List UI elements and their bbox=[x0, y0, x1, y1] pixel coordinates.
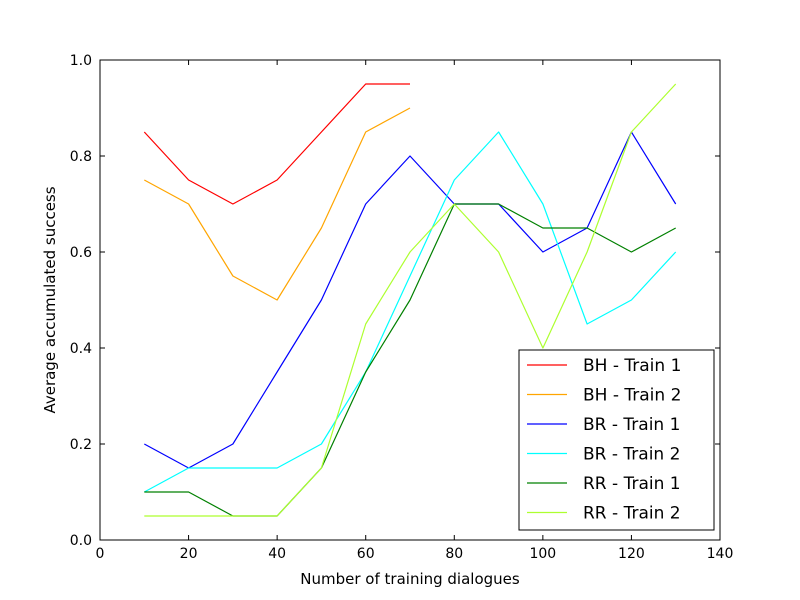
x-tick-label: 120 bbox=[618, 546, 645, 562]
y-tick-label: 0.2 bbox=[70, 437, 92, 453]
series-line-5 bbox=[144, 83, 677, 517]
legend-box bbox=[518, 349, 715, 531]
ticks-layer: 0 20 40 60 80 100 120 140 0.0 0.2 0.4 0.6 0.8 1.0 bbox=[70, 53, 734, 562]
legend-label-4: RR - Train 1 bbox=[583, 474, 681, 494]
x-tick-label: 0 bbox=[96, 546, 105, 562]
series-line-3 bbox=[144, 131, 677, 493]
x-tick-label: 20 bbox=[180, 546, 198, 562]
series-layer bbox=[143, 83, 677, 517]
y-tick-label: 0.8 bbox=[70, 149, 92, 165]
y-axis-label: Average accumulated success bbox=[41, 186, 59, 413]
legend-label-2: BR - Train 1 bbox=[583, 415, 680, 435]
series-line-0 bbox=[143, 83, 410, 205]
legend-label-3: BR - Train 2 bbox=[583, 445, 680, 465]
legend-label-0: BH - Train 1 bbox=[583, 356, 681, 376]
y-tick-label: 0.0 bbox=[70, 533, 92, 549]
x-tick-label: 100 bbox=[529, 546, 556, 562]
legend: BH - Train 1 BH - Train 2 BR - Train 1 BR -… bbox=[518, 349, 715, 531]
legend-label-5: RR - Train 2 bbox=[583, 504, 681, 524]
series-line-1 bbox=[144, 107, 411, 301]
legend-label-1: BH - Train 2 bbox=[583, 386, 681, 406]
x-axis-label: Number of training dialogues bbox=[300, 570, 520, 588]
plot-frame bbox=[99, 59, 721, 541]
y-tick-label: 1.0 bbox=[70, 53, 92, 69]
y-tick-label: 0.4 bbox=[70, 341, 92, 357]
x-tick-label: 140 bbox=[707, 546, 734, 562]
x-tick-label: 80 bbox=[445, 546, 463, 562]
x-tick-label: 60 bbox=[357, 546, 375, 562]
y-tick-label: 0.6 bbox=[70, 245, 92, 261]
x-tick-label: 40 bbox=[268, 546, 286, 562]
